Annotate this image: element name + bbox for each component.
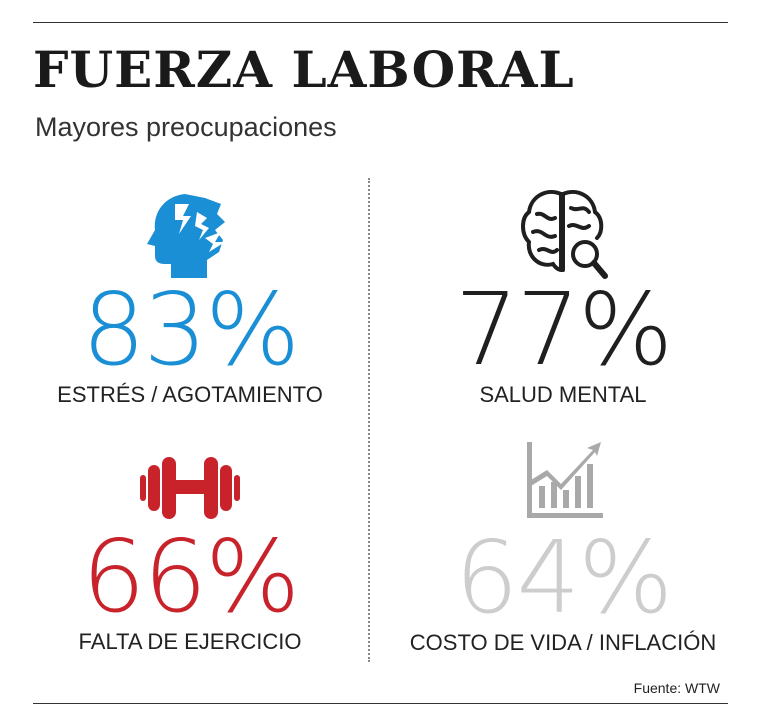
stat-label: SALUD MENTAL bbox=[479, 382, 647, 407]
top-rule bbox=[33, 22, 728, 23]
stat-value: 64% bbox=[454, 519, 673, 636]
subtitle: Mayores preocupaciones bbox=[35, 112, 337, 142]
stat-stress: 83% ESTRÉS / AGOTAMIENTO bbox=[10, 190, 370, 408]
rising-chart-icon bbox=[527, 442, 603, 518]
stat-value: 66% bbox=[81, 518, 300, 635]
page-title: FUERZA LABORAL bbox=[33, 40, 575, 99]
stat-cost-of-living: 64% COSTO DE VIDA / INFLACIÓN bbox=[383, 440, 743, 656]
stat-value: 83% bbox=[81, 271, 300, 388]
source-note: Fuente: WTW bbox=[633, 680, 720, 696]
bottom-rule bbox=[33, 703, 728, 704]
stat-value: 77% bbox=[454, 271, 673, 388]
brain-magnifier-icon bbox=[521, 190, 608, 279]
dumbbell-icon bbox=[140, 457, 240, 519]
stat-label: COSTO DE VIDA / INFLACIÓN bbox=[409, 630, 717, 655]
stat-exercise: 66% FALTA DE EJERCICIO bbox=[10, 455, 370, 655]
column-divider bbox=[368, 178, 370, 662]
stressed-head-icon bbox=[147, 194, 225, 278]
stat-mental-health: 77% SALUD MENTAL bbox=[383, 186, 743, 408]
stat-label: ESTRÉS / AGOTAMIENTO bbox=[57, 382, 323, 407]
stat-label: FALTA DE EJERCICIO bbox=[78, 629, 302, 654]
